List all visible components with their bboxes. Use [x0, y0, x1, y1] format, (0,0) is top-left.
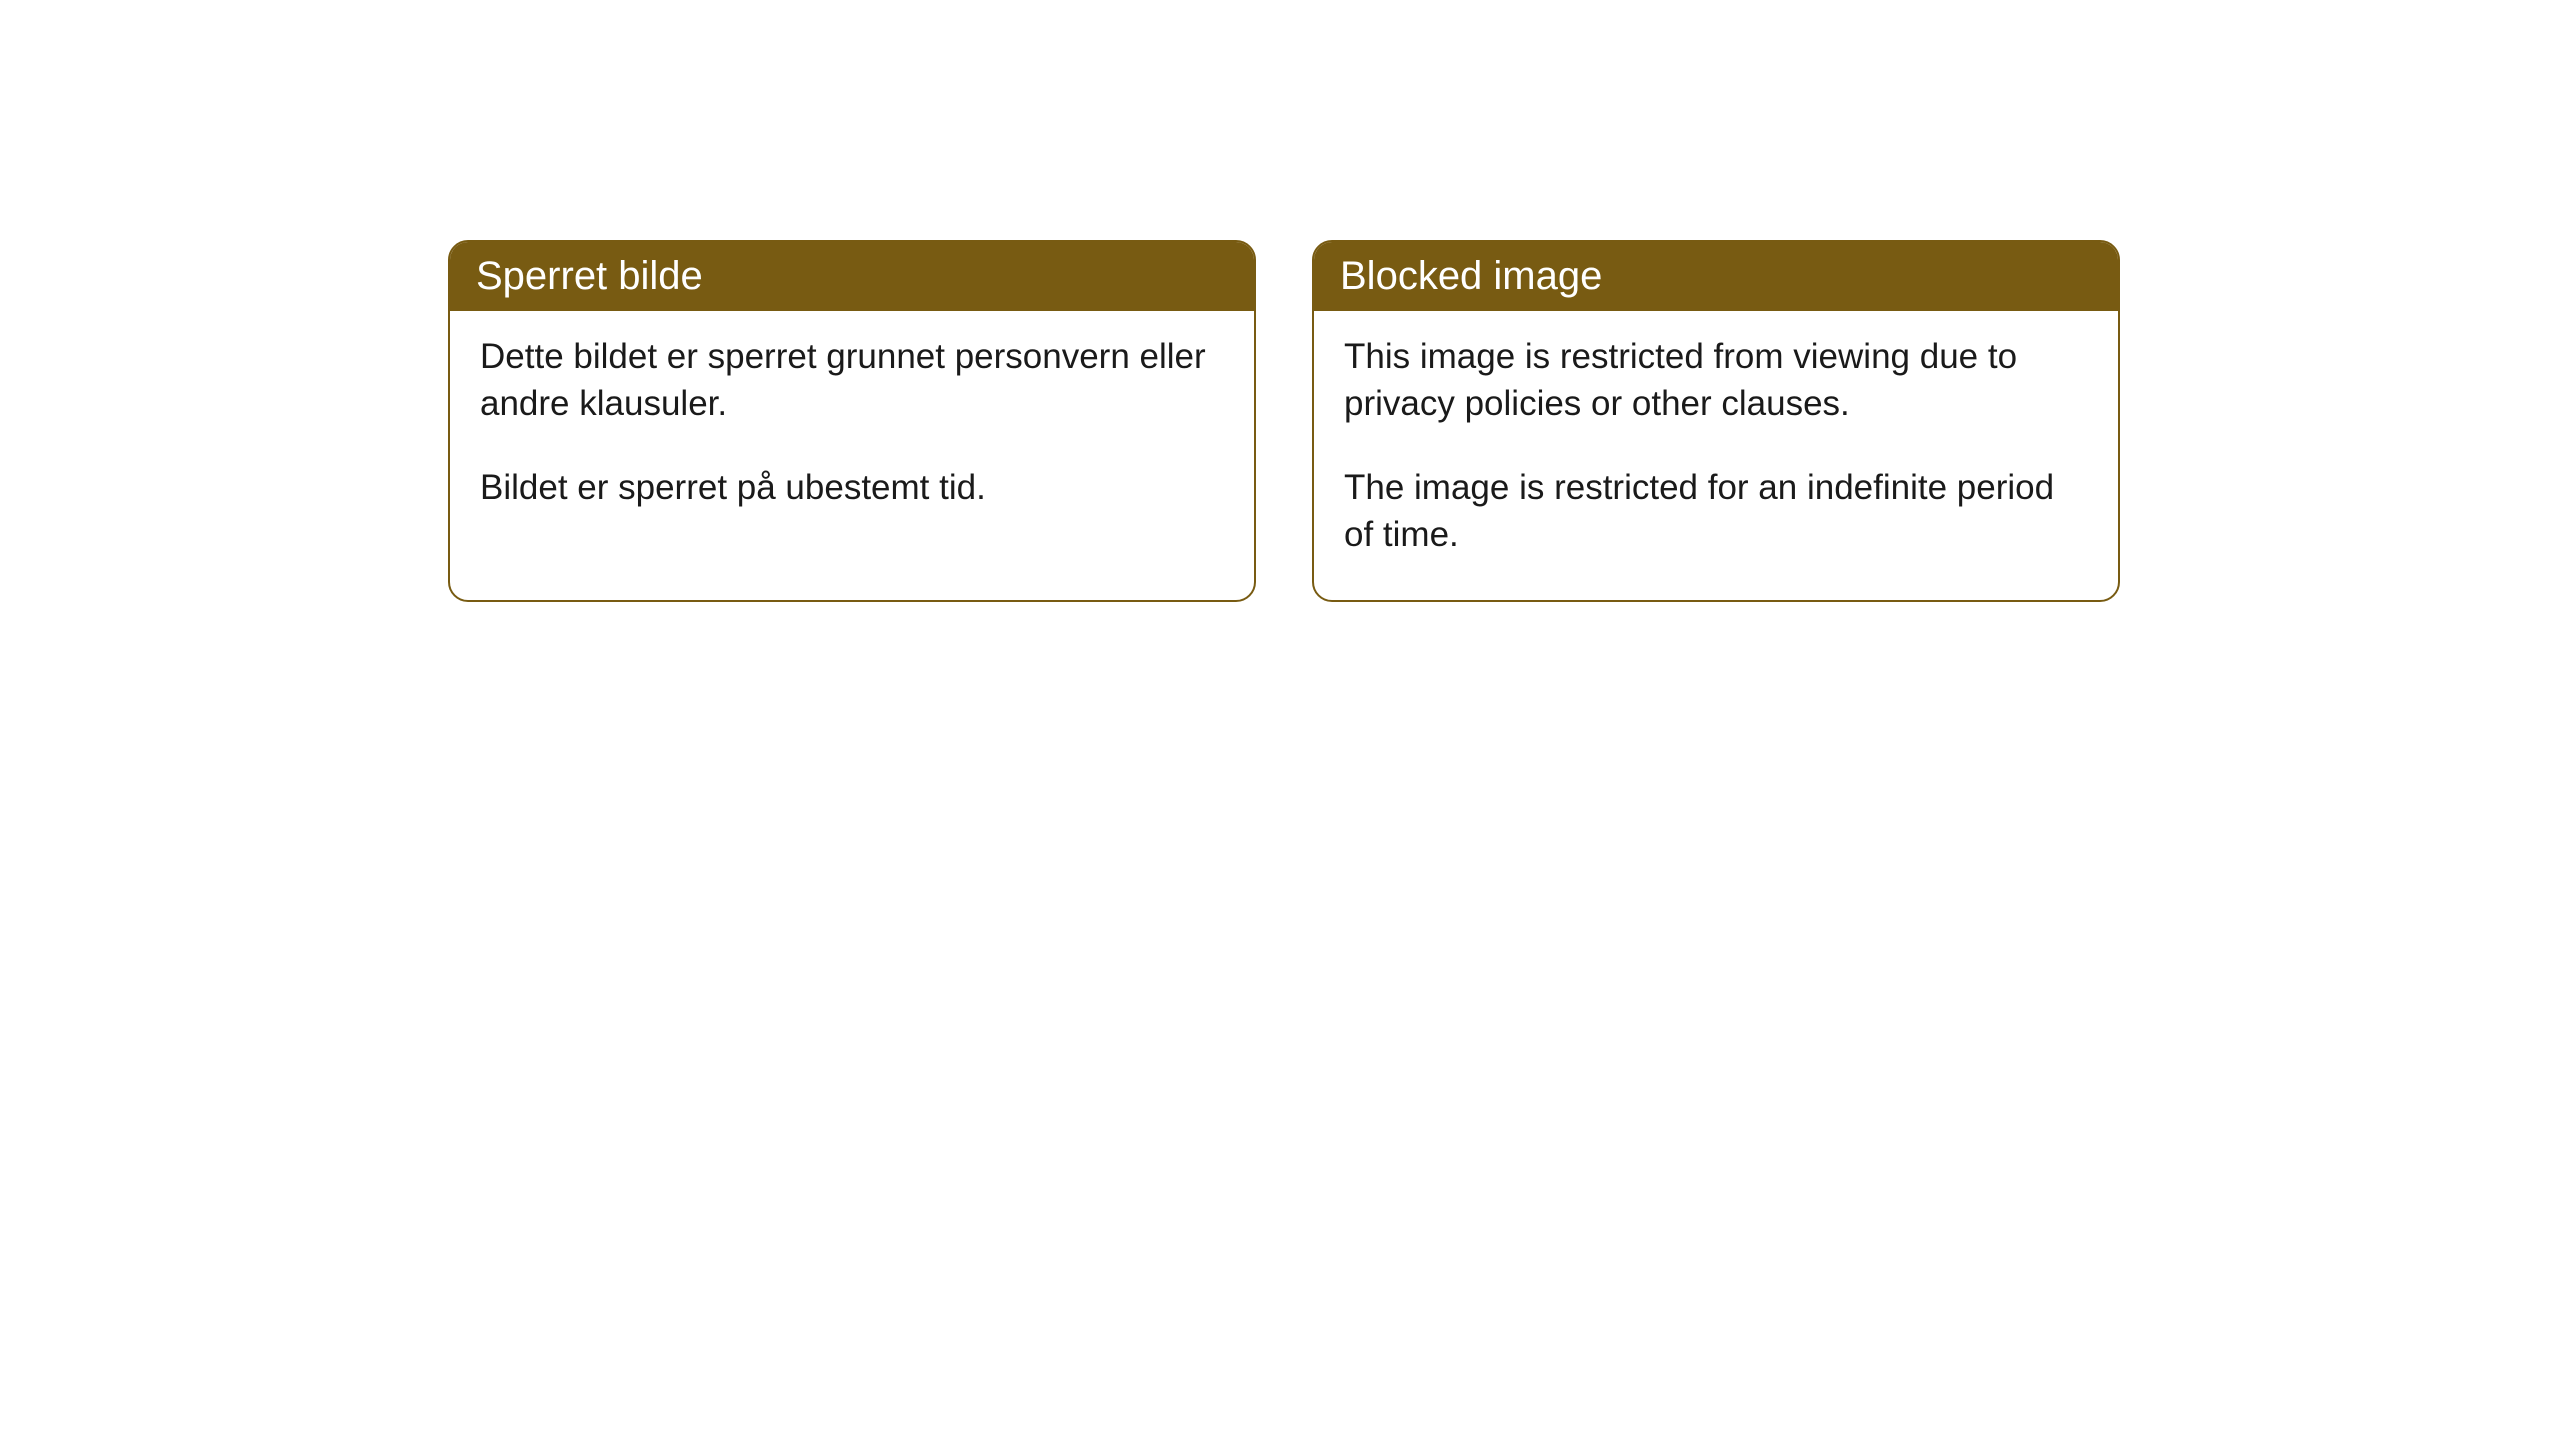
card-title-english: Blocked image [1340, 254, 1602, 298]
card-text-english: This image is restricted from viewing du… [1344, 333, 2088, 558]
card-header-norwegian: Sperret bilde [450, 242, 1254, 311]
card-title-norwegian: Sperret bilde [476, 254, 703, 298]
notice-cards-container: Sperret bilde Dette bildet er sperret gr… [448, 240, 2120, 602]
card-body-english: This image is restricted from viewing du… [1314, 311, 2118, 600]
card-paragraph-1-norwegian: Dette bildet er sperret grunnet personve… [480, 333, 1224, 428]
notice-card-norwegian: Sperret bilde Dette bildet er sperret gr… [448, 240, 1256, 602]
card-text-norwegian: Dette bildet er sperret grunnet personve… [480, 333, 1224, 511]
card-paragraph-2-norwegian: Bildet er sperret på ubestemt tid. [480, 464, 1224, 511]
card-header-english: Blocked image [1314, 242, 2118, 311]
notice-card-english: Blocked image This image is restricted f… [1312, 240, 2120, 602]
card-paragraph-2-english: The image is restricted for an indefinit… [1344, 464, 2088, 559]
card-paragraph-1-english: This image is restricted from viewing du… [1344, 333, 2088, 428]
card-body-norwegian: Dette bildet er sperret grunnet personve… [450, 311, 1254, 553]
